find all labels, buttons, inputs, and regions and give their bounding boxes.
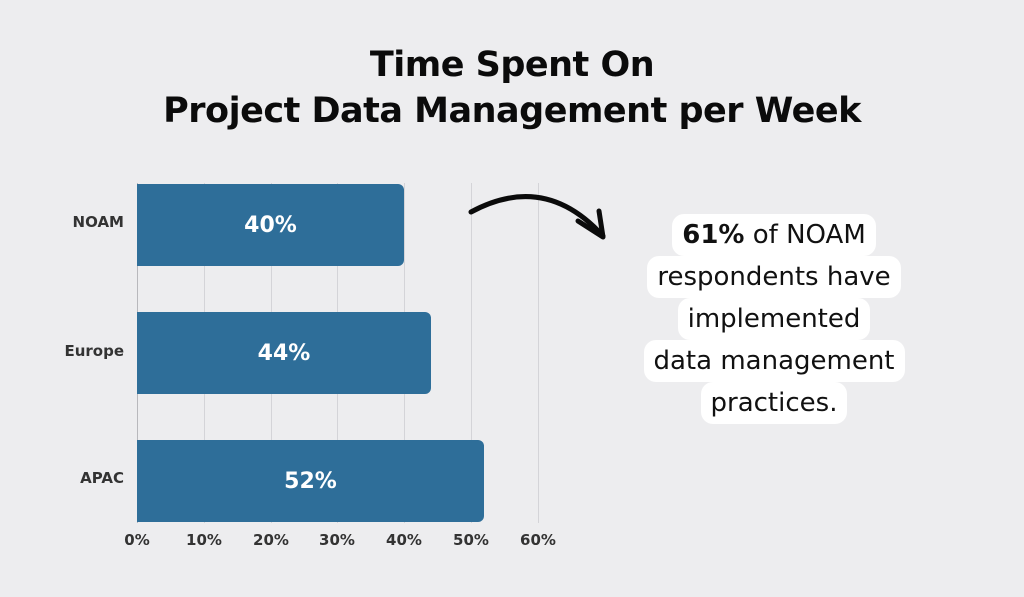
- category-label-apac: APAC: [80, 469, 124, 487]
- callout-line-2: respondents have: [647, 256, 901, 298]
- x-tick: 0%: [124, 531, 150, 549]
- category-label-europe: Europe: [64, 342, 124, 360]
- callout-line-3: implemented: [677, 298, 871, 340]
- bar-noam: 40%: [137, 184, 404, 266]
- callout-annotation: 61% of NOAM respondents have implemented…: [633, 214, 915, 424]
- callout-highlight: 61%: [682, 220, 745, 250]
- bar-value-label: 44%: [257, 340, 311, 366]
- callout-line-4: data management: [643, 340, 905, 382]
- x-tick: 60%: [520, 531, 556, 549]
- category-label-noam: NOAM: [72, 213, 124, 231]
- chart-title: Time Spent On Project Data Management pe…: [0, 42, 1024, 134]
- x-tick: 10%: [186, 531, 222, 549]
- chart-title-line-2: Project Data Management per Week: [163, 91, 861, 131]
- chart-title-line-1: Time Spent On: [369, 45, 655, 85]
- x-tick: 50%: [453, 531, 489, 549]
- x-tick: 20%: [253, 531, 289, 549]
- gridline-50: [471, 183, 472, 523]
- callout-line-1: 61% of NOAM: [672, 214, 876, 256]
- callout-line-1-rest: of NOAM: [744, 220, 866, 250]
- gridline-60: [538, 183, 539, 523]
- bar-apac: 52%: [137, 440, 484, 522]
- x-tick: 30%: [319, 531, 355, 549]
- bar-value-label: 52%: [284, 468, 337, 494]
- bar-value-label: 40%: [244, 212, 297, 238]
- x-tick: 40%: [386, 531, 422, 549]
- callout-line-5: practices.: [700, 382, 848, 424]
- bar-europe: 44%: [137, 312, 431, 394]
